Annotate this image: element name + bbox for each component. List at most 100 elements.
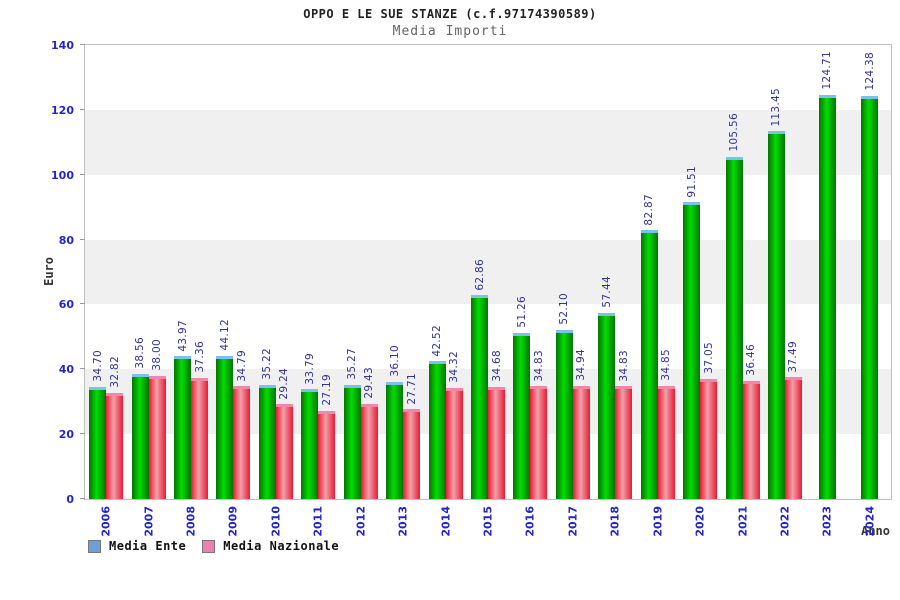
y-tick-mark [80,303,85,305]
bar-media-ente-2021: 105.56 [725,113,743,499]
grid-band [85,109,891,175]
bar-media-ente-2013: 36.10 [386,345,404,499]
x-tick-label-2020: 2020 [693,506,707,537]
bar-media-ente-2006: 34.70 [89,350,107,499]
bar-media-nazionale-2013: 27.71 [403,373,421,499]
bar-value-label: 37.05 [702,342,715,374]
bar-media-nazionale-2018: 34.83 [615,350,633,499]
legend-label: Media Ente [109,539,187,553]
bar-group-2011: 33.79 27.19 2011 [297,45,339,537]
bar-group-2017: 52.10 34.94 2017 [552,45,594,537]
legend-label: Media Nazionale [223,539,340,553]
bar-group-2015: 62.86 34.68 2015 [467,45,509,537]
bar-value-label: 34.79 [235,349,248,382]
bar-group-2018: 57.44 34.83 2018 [594,45,636,537]
y-tick-mark [80,433,85,435]
x-tick-label-2024: 2024 [863,506,877,537]
bar-value-label: 35.22 [261,348,274,380]
plot-area: 34.70 32.82 2006 38.56 38.00 2007 43.97 37.36 20… [80,44,892,537]
bar-group-2023: 124.71 2023 [806,45,848,537]
bar-value-label: 34.85 [660,349,673,381]
x-axis-title: Anno [861,524,890,538]
bar-media-nazionale-2010: 29.24 [275,368,293,499]
y-tick-mark [80,498,85,499]
x-tick-label-2013: 2013 [396,506,410,537]
x-tick-label-2019: 2019 [651,506,665,537]
bar-value-label: 34.83 [617,349,630,382]
x-tick-label-2021: 2021 [736,506,750,537]
y-tick-label: 120 [51,103,74,117]
y-tick-label: 20 [58,428,74,442]
legend: Media Ente Media Nazionale [88,539,339,553]
bar-value-label: 43.97 [176,319,189,352]
bar-media-ente-2011: 33.79 [301,353,319,499]
bar-value-label: 62.86 [473,258,486,291]
chart-title: OPPO E LE SUE STANZE (c.f.97174390589) [303,7,597,21]
bar-media-ente-2023: 124.71 [818,51,836,499]
bar-value-label: 44.12 [218,319,231,351]
x-tick-label-2012: 2012 [354,506,368,537]
bar-media-ente-2012: 35.27 [343,348,361,499]
y-tick-label: 0 [66,493,74,506]
bar-value-label: 38.56 [134,337,147,369]
bar-group-2022: 113.45 37.49 2022 [764,45,806,537]
bar-media-nazionale-2008: 37.36 [191,341,209,499]
bar-group-2024: 124.38 2024 [849,45,891,537]
bar-value-label: 34.83 [532,349,545,382]
bar-media-ente-2010: 35.22 [258,348,276,499]
chart-subtitle: Media Importi [392,24,508,39]
x-tick-label-2016: 2016 [523,506,537,537]
x-tick-label-2010: 2010 [269,506,283,537]
bar-value-label: 36.10 [388,345,401,377]
bar-media-nazionale-2017: 34.94 [572,349,590,499]
bar-media-ente-2017: 52.10 [555,293,573,499]
bar-group-2013: 36.10 27.71 2013 [382,45,424,537]
bar-media-nazionale-2009: 34.79 [233,350,251,499]
bar-media-ente-2022: 113.45 [767,88,785,499]
bar-media-nazionale-2022: 37.49 [784,341,802,499]
bar-value-label: 34.70 [91,349,104,382]
y-tick-label: 140 [51,39,74,52]
bar-media-nazionale-2011: 27.19 [318,374,336,499]
x-tick-label-2009: 2009 [226,506,240,537]
bar-media-ente-2008: 43.97 [174,320,192,499]
bar-value-label: 51.26 [515,296,528,328]
y-tick-label: 60 [58,298,74,312]
bar-media-nazionale-2014: 34.32 [445,351,463,499]
grid-band [85,174,891,240]
bar-group-2007: 38.56 38.00 2007 [127,45,169,537]
bar-group-2006: 34.70 32.82 2006 [85,45,127,537]
bar-value-label: 91.51 [685,165,698,198]
y-tick-mark [80,238,85,240]
bar-value-label: 27.19 [320,374,333,406]
bar-value-label: 33.79 [303,352,316,385]
bar-media-nazionale-2021: 36.46 [742,344,760,499]
bar-media-nazionale-2020: 37.05 [700,342,718,499]
bar-value-label: 29.43 [363,367,376,399]
bar-value-label: 34.32 [448,351,461,383]
bar-media-ente-2024: 124.38 [861,52,879,499]
bar-media-ente-2016: 51.26 [513,296,531,499]
bar-group-2019: 82.87 34.85 2019 [636,45,678,537]
bar-value-label: 57.44 [600,276,613,308]
bar-media-ente-2018: 57.44 [598,276,616,499]
bar-group-2012: 35.27 29.43 2012 [340,45,382,537]
bar-value-label: 124.71 [821,51,834,90]
bar-group-2010: 35.22 29.24 2010 [255,45,297,537]
legend-item-media-ente: Media Ente [88,539,186,553]
y-tick-mark [80,368,85,370]
bar-value-label: 37.36 [193,341,206,373]
bar-group-2008: 43.97 37.36 2008 [170,45,212,537]
bar-value-label: 124.38 [863,52,876,91]
bar-media-nazionale-2006: 32.82 [106,356,124,499]
bar-group-2016: 51.26 34.83 2016 [509,45,551,537]
bar-value-label: 34.68 [490,349,503,382]
y-tick-label: 40 [58,363,74,377]
x-tick-label-2007: 2007 [142,506,156,537]
bar-value-label: 35.27 [346,348,359,380]
bar-value-label: 34.94 [575,349,588,381]
bar-value-label: 36.46 [745,344,758,376]
bar-media-nazionale-2019: 34.85 [657,349,675,499]
bar-value-label: 82.87 [643,193,656,226]
x-tick-label-2008: 2008 [184,506,198,537]
